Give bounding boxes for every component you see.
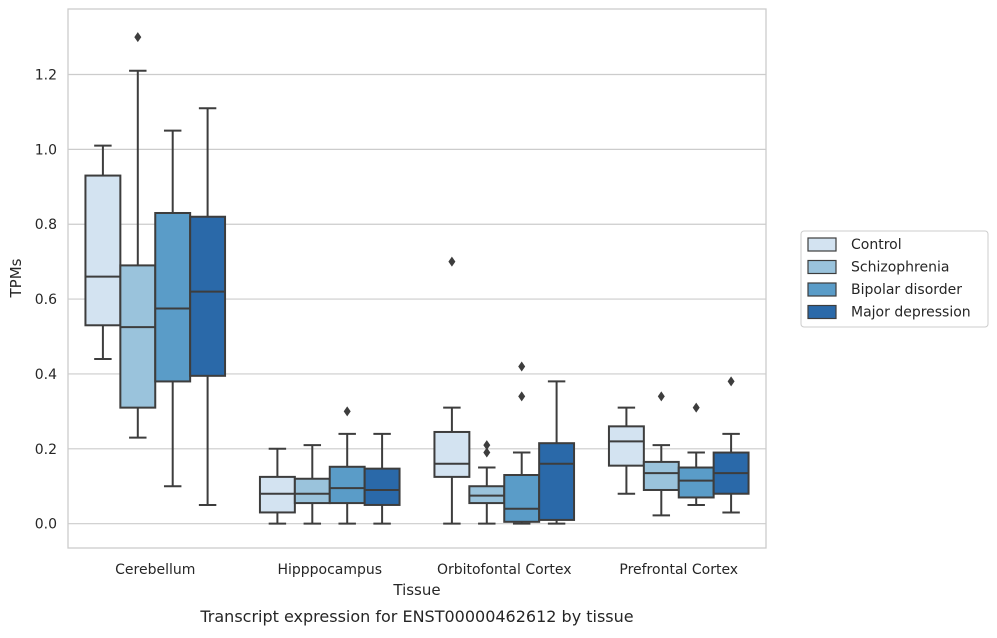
- plot-frame: [67, 8, 767, 549]
- y-tick-label: 1.2: [35, 68, 57, 84]
- outlier-point: [448, 256, 456, 267]
- legend-label: Schizophrenia: [851, 260, 949, 276]
- x-axis-label: Tissue: [392, 581, 440, 599]
- y-tick-label: 0.0: [35, 517, 57, 533]
- outlier-point: [518, 391, 526, 402]
- box-iqr: [328, 465, 366, 505]
- legend: Control Schizophrenia Bipolar disorder Majo…: [800, 230, 989, 328]
- outlier-point: [343, 406, 351, 417]
- box-group: [258, 447, 296, 525]
- box-iqr: [293, 477, 331, 505]
- box-group: [189, 107, 227, 506]
- box-group: [328, 406, 366, 525]
- y-tick-label: 0.8: [35, 217, 57, 233]
- box-group: [119, 32, 157, 439]
- legend-swatch: [807, 304, 837, 320]
- y-tick-label: 0.6: [35, 292, 57, 308]
- legend-frame: [800, 230, 989, 328]
- legend-swatch: [807, 259, 837, 275]
- box-group: [712, 376, 750, 514]
- y-tick-label: 0.2: [35, 442, 57, 458]
- outlier-point: [483, 440, 491, 451]
- box-group: [642, 391, 680, 517]
- box-group: [538, 380, 576, 525]
- legend-label: Major depression: [851, 305, 971, 321]
- chart-caption: Transcript expression for ENST0000046261…: [199, 607, 633, 626]
- box-group: [363, 432, 401, 525]
- box-group: [503, 361, 541, 525]
- y-tick-label: 0.4: [35, 367, 57, 383]
- outlier-point: [692, 402, 700, 413]
- legend-swatch: [807, 282, 837, 297]
- box-iqr: [538, 442, 576, 521]
- box-group: [84, 144, 122, 360]
- y-tick-label: 1.0: [35, 142, 57, 158]
- box-iqr: [363, 467, 401, 506]
- box-group: [607, 406, 645, 495]
- legend-swatch: [807, 237, 837, 252]
- box-iqr: [607, 425, 645, 467]
- box-group: [433, 256, 471, 525]
- legend-label: Bipolar disorder: [851, 282, 962, 298]
- outlier-point: [134, 32, 142, 43]
- outlier-point: [657, 391, 665, 402]
- y-axis-label: TPMs: [7, 258, 25, 298]
- box-iqr: [84, 174, 122, 327]
- boxes: [84, 32, 750, 525]
- box-iqr: [677, 466, 715, 499]
- x-tick-labels: Cerebellum Hipppocampus Orbitofontal Corte…: [115, 562, 738, 578]
- box-iqr: [433, 430, 471, 478]
- y-tick-labels: 0.0 0.2 0.4 0.6 0.8 1.0 1.2: [35, 68, 57, 533]
- box-iqr: [642, 460, 680, 491]
- x-tick-label: Cerebellum: [115, 562, 195, 578]
- outlier-point: [727, 376, 735, 387]
- x-tick-label: Prefrontal Cortex: [619, 562, 738, 578]
- box-iqr: [503, 474, 541, 523]
- box-iqr: [119, 264, 157, 409]
- box-iqr: [189, 215, 227, 377]
- x-tick-label: Hipppocampus: [277, 562, 382, 578]
- x-tick-label: Orbitofontal Cortex: [437, 562, 572, 578]
- outlier-point: [518, 361, 526, 372]
- legend-label: Control: [851, 237, 902, 253]
- box-iqr: [154, 211, 192, 383]
- outlier-point: [483, 447, 491, 458]
